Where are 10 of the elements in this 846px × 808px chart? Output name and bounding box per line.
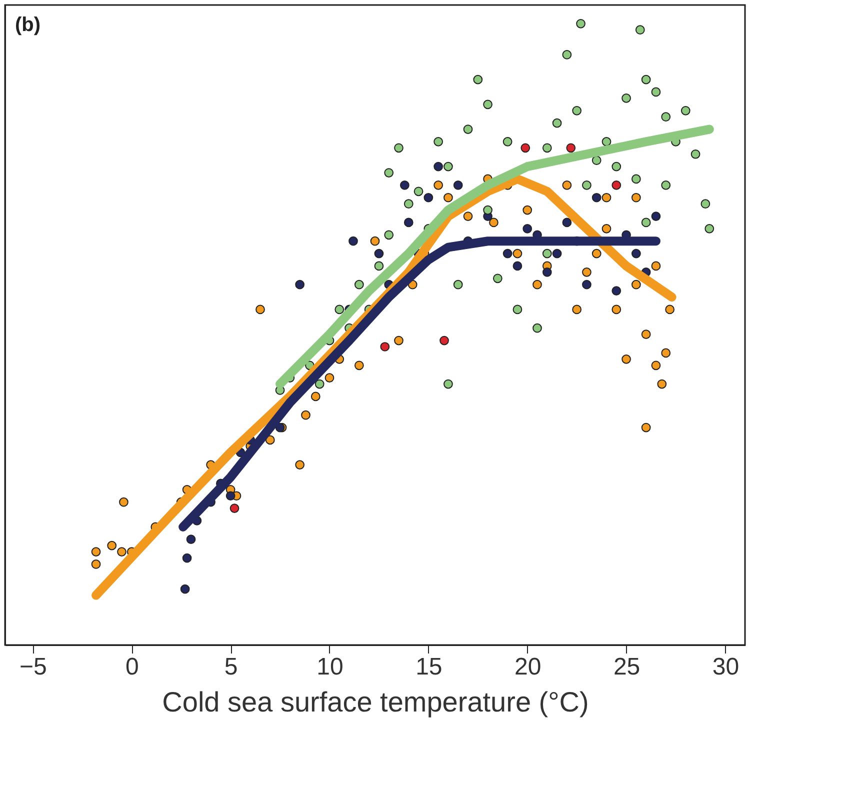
annotation: (b) xyxy=(15,14,41,36)
x-tick-label: 0 xyxy=(125,654,139,680)
x-tick-label: 30 xyxy=(712,654,740,680)
x-tick-label: 20 xyxy=(514,654,542,680)
x-tick-label: 10 xyxy=(316,654,344,680)
x-tick-label: −5 xyxy=(20,654,47,680)
x-tick-label: 25 xyxy=(613,654,640,680)
x-axis-title: Cold sea surface temperature (°C) xyxy=(162,686,589,718)
x-tick-label: 15 xyxy=(416,654,442,680)
x-tick-label: 5 xyxy=(224,654,238,680)
